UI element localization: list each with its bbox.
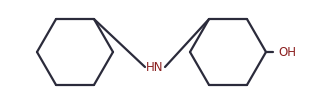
Text: HN: HN bbox=[146, 60, 164, 73]
Text: OH: OH bbox=[278, 46, 296, 58]
